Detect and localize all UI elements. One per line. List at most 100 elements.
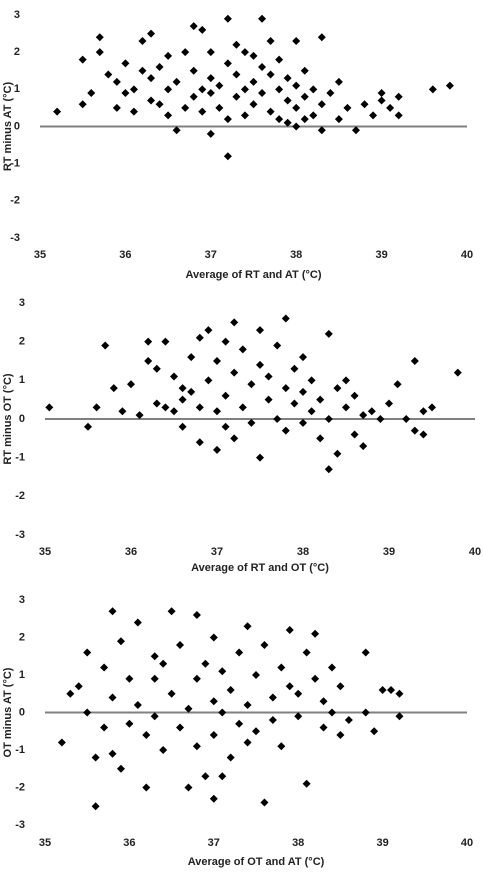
y-tick-label: 3 xyxy=(19,594,25,606)
point xyxy=(243,738,252,747)
point xyxy=(189,92,198,101)
point xyxy=(206,129,215,138)
point xyxy=(198,85,207,94)
point xyxy=(419,407,428,416)
point xyxy=(152,364,161,373)
point xyxy=(218,772,227,781)
point xyxy=(343,103,352,112)
y-tick-label: -3 xyxy=(10,232,20,244)
point xyxy=(172,126,181,135)
point xyxy=(164,85,173,94)
point xyxy=(350,430,359,439)
point xyxy=(213,407,221,416)
point xyxy=(319,697,328,706)
y-tick-label: -1 xyxy=(15,744,25,756)
point xyxy=(150,712,159,721)
point xyxy=(264,372,273,381)
point xyxy=(215,81,224,90)
point xyxy=(147,96,156,105)
point xyxy=(218,708,227,717)
point xyxy=(395,689,404,698)
point xyxy=(292,103,301,112)
x-tick-label: 40 xyxy=(461,837,473,849)
y-axis-title: RT minus AT (°C) xyxy=(2,82,14,172)
point xyxy=(360,100,369,109)
point xyxy=(258,89,267,98)
point xyxy=(275,55,284,64)
point xyxy=(129,107,138,116)
y-axis-title: OT minus AT (°C) xyxy=(2,667,14,757)
point xyxy=(266,107,275,116)
point xyxy=(108,693,117,702)
point xyxy=(204,326,213,335)
y-tick-label: -2 xyxy=(10,195,20,207)
point xyxy=(292,37,301,46)
point xyxy=(101,341,110,350)
point xyxy=(395,712,404,721)
point xyxy=(209,633,218,642)
point xyxy=(258,63,267,72)
point xyxy=(181,103,190,112)
point xyxy=(195,333,204,342)
point xyxy=(281,426,290,435)
point xyxy=(311,674,320,683)
point xyxy=(334,115,343,124)
point xyxy=(290,364,299,373)
point xyxy=(336,682,345,691)
point xyxy=(142,783,151,792)
point xyxy=(247,418,256,427)
y-tick-label: 3 xyxy=(19,297,25,309)
point xyxy=(138,37,147,46)
point xyxy=(230,318,239,327)
point xyxy=(285,682,294,691)
point xyxy=(170,407,178,416)
point xyxy=(264,395,273,404)
point xyxy=(275,115,284,124)
point xyxy=(201,659,210,668)
x-tick-label: 38 xyxy=(292,837,304,849)
y-tick-label: -1 xyxy=(10,158,20,170)
point xyxy=(215,103,224,112)
point xyxy=(327,708,336,717)
point xyxy=(410,357,419,365)
point xyxy=(300,92,309,101)
point xyxy=(281,314,290,323)
point xyxy=(249,100,258,109)
point xyxy=(292,81,301,90)
point xyxy=(91,802,100,811)
point xyxy=(268,716,277,724)
point xyxy=(243,622,252,631)
point xyxy=(181,48,190,57)
x-tick-label: 36 xyxy=(119,249,131,261)
point xyxy=(350,391,359,400)
point xyxy=(91,753,100,762)
x-tick-label: 40 xyxy=(461,249,473,261)
point xyxy=(232,40,241,49)
point xyxy=(249,51,258,60)
point xyxy=(376,415,385,423)
point xyxy=(393,380,402,389)
point xyxy=(277,663,286,672)
point xyxy=(260,798,269,807)
x-axis-title: Average of RT and OT (°C) xyxy=(191,562,329,574)
point xyxy=(164,51,173,60)
point xyxy=(256,453,264,462)
point xyxy=(116,637,125,646)
point xyxy=(109,384,118,393)
point xyxy=(256,360,264,369)
point xyxy=(221,337,230,346)
x-tick-label: 37 xyxy=(205,249,217,261)
point xyxy=(223,115,232,124)
point xyxy=(221,391,230,400)
point xyxy=(307,376,316,385)
point xyxy=(159,746,168,754)
point xyxy=(187,387,196,396)
point xyxy=(95,33,104,42)
point xyxy=(125,719,134,728)
point xyxy=(95,48,104,57)
x-axis-title: Average of OT and AT (°C) xyxy=(188,856,325,868)
point xyxy=(84,422,92,431)
point xyxy=(150,674,159,683)
point xyxy=(161,403,170,412)
